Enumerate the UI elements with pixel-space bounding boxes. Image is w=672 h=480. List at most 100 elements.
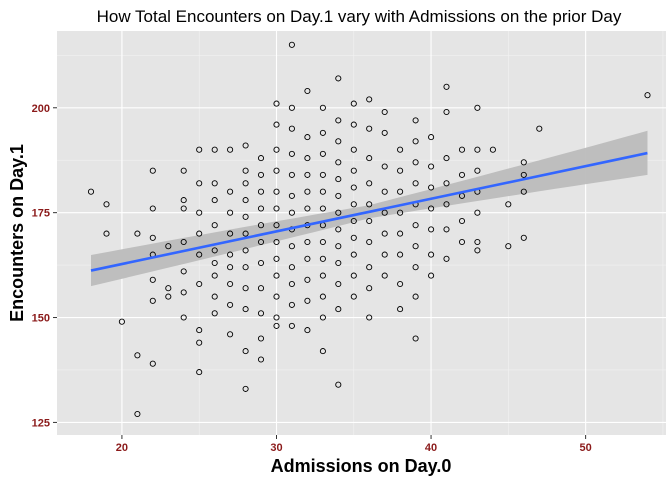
data-point [288,209,295,216]
data-point [335,381,342,388]
data-point [211,197,218,204]
data-point [319,293,326,300]
data-point [118,318,125,325]
data-point [227,331,234,338]
data-point [319,272,326,279]
data-point [319,188,326,195]
data-point [180,238,187,246]
data-point [335,159,342,166]
data-point [335,192,342,199]
data-point [304,188,311,195]
data-point [644,92,651,99]
data-point [304,134,311,141]
data-point [211,247,218,254]
data-point [319,129,326,136]
data-point [196,339,203,346]
data-point [505,243,512,250]
data-point [412,264,419,271]
data-point [458,146,466,153]
data-point [288,192,295,199]
data-point [350,146,357,153]
data-point [412,159,419,166]
data-point [273,255,280,262]
data-point [428,226,435,233]
data-point [211,293,218,300]
data-point [242,285,249,292]
data-point [196,230,203,237]
data-point [242,385,249,392]
data-point [257,356,265,363]
data-point [366,155,373,162]
data-point [381,272,388,279]
x-axis-title: Admissions on Day.0 [271,456,452,476]
data-point [319,348,326,355]
data-point [505,201,512,208]
data-point [350,293,357,300]
data-point [350,184,357,191]
data-points [87,41,651,418]
data-point [227,230,234,237]
data-point [134,230,141,237]
data-point [335,176,342,183]
data-point [257,285,265,292]
data-point [196,209,203,216]
data-point [335,280,342,288]
data-point [458,238,466,246]
x-tick-label: 20 [116,442,128,454]
data-point [242,230,249,237]
data-point [335,243,342,250]
data-point [180,289,187,296]
data-point [149,234,156,241]
data-point [520,188,527,195]
data-point [180,197,187,204]
data-point [335,117,342,124]
data-point [397,251,404,258]
data-point [288,104,295,111]
data-point [288,243,295,250]
data-point [443,108,450,116]
data-point [273,293,280,300]
data-point [242,180,249,187]
data-point [319,255,326,262]
x-tick-label: 50 [579,442,591,454]
data-point [196,180,203,187]
data-point [412,117,419,124]
data-point [304,255,311,262]
data-point [149,205,156,212]
data-point [180,167,187,174]
data-point [304,238,311,246]
data-point [443,226,450,233]
data-point [350,100,357,107]
data-point [443,155,450,162]
data-point [335,138,342,145]
data-point [149,167,156,174]
data-point [304,276,311,283]
data-point [242,142,249,149]
data-point [196,369,203,376]
data-point [412,293,419,300]
data-point [149,276,156,283]
data-point [257,259,265,267]
data-point [180,205,187,212]
data-point [227,146,234,153]
axis-tick-labels: 20 30 40 50 125 150 175 200 [32,103,592,454]
data-point [196,327,203,334]
data-point [335,75,342,82]
data-point [304,297,311,304]
data-point [87,188,95,195]
data-point [366,180,373,187]
data-point [350,167,357,174]
data-point [366,314,373,321]
data-point [242,197,249,204]
data-point [196,251,203,258]
data-point [428,205,435,212]
data-point [474,167,481,174]
data-point [304,155,311,162]
y-tick-label: 125 [32,417,50,429]
data-point [397,209,404,216]
data-point [211,180,218,187]
data-point [227,280,234,288]
data-point [273,238,280,246]
data-point [257,335,265,342]
y-tick-label: 175 [32,208,50,220]
